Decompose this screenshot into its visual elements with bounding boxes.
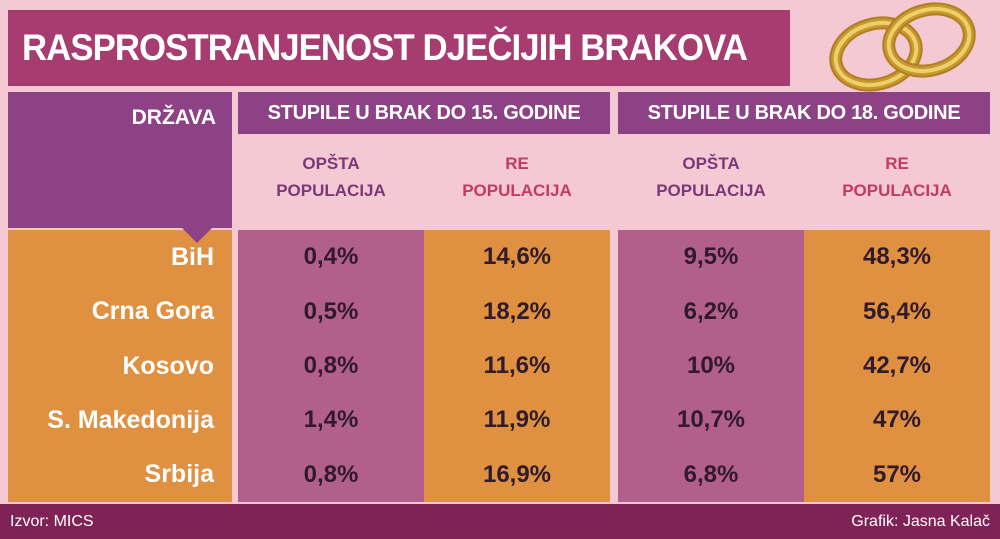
country-label: S. Makedonija (47, 405, 214, 434)
column-opsta-do-18: 9,5% 6,2% 10% 10,7% 6,8% (618, 230, 804, 502)
subheader-re-do-18: RE POPULACIJA (804, 150, 990, 204)
subheader-line: OPŠTA (302, 154, 360, 173)
subheader-opsta-do-15: OPŠTA POPULACIJA (238, 150, 424, 204)
group-header-do-15-label: STUPILE U BRAK DO 15. GODINE (267, 101, 581, 124)
table-cell: 0,8% (303, 352, 359, 380)
table-cell: 0,4% (303, 243, 359, 271)
credit-label: Grafik: Jasna Kalač (851, 512, 990, 530)
subheader-line: POPULACIJA (656, 181, 766, 200)
table-cell: 10,7% (676, 406, 746, 434)
table-cell: 0,5% (303, 297, 359, 325)
table-cell: 9,5% (683, 243, 739, 271)
table-cell: 10% (686, 352, 736, 380)
table-cell: 14,6% (482, 243, 552, 271)
footer-bar: Izvor: MICS Grafik: Jasna Kalač (0, 504, 1000, 539)
table-cell: 16,9% (482, 460, 552, 488)
table-cell: 56,4% (862, 297, 932, 325)
country-column: BiH Crna Gora Kosovo S. Makedonija Srbij… (8, 230, 232, 502)
table-cell: 11,6% (483, 352, 551, 380)
page-title: RASPROSTRANJENOST DJEČIJIH BRAKOVA (22, 27, 748, 68)
subheader-line: OPŠTA (682, 154, 740, 173)
subheader-line: RE (885, 154, 909, 173)
source-label: Izvor: MICS (10, 512, 94, 530)
subheader-re-do-15: RE POPULACIJA (424, 150, 610, 204)
table-cell: 57% (872, 460, 922, 488)
group-header-do-18: STUPILE U BRAK DO 18. GODINE (618, 92, 990, 134)
table-cell: 11,9% (483, 406, 551, 434)
table-cell: 0,8% (303, 460, 359, 488)
table-cell: 47% (872, 406, 922, 434)
country-label: Crna Gora (91, 297, 214, 326)
subheader-line: POPULACIJA (462, 181, 572, 200)
subheader-line: RE (505, 154, 529, 173)
subheader-line: POPULACIJA (276, 181, 386, 200)
subheader-opsta-do-18: OPŠTA POPULACIJA (618, 150, 804, 204)
column-opsta-do-15: 0,4% 0,5% 0,8% 1,4% 0,8% (238, 230, 424, 502)
wedding-rings-icon (829, 2, 976, 92)
column-re-do-15: 14,6% 18,2% 11,6% 11,9% 16,9% (424, 230, 610, 502)
country-header-label: DRŽAVA (131, 106, 216, 129)
title-bar: RASPROSTRANJENOST DJEČIJIH BRAKOVA (8, 10, 790, 86)
table-cell: 6,2% (683, 297, 739, 325)
country-pointer-triangle-icon (182, 228, 212, 243)
country-label: Kosovo (122, 351, 214, 380)
country-column-header: DRŽAVA (8, 92, 232, 228)
table-cell: 48,3% (862, 243, 932, 271)
table-cell: 18,2% (482, 297, 552, 325)
column-re-do-18: 48,3% 56,4% 42,7% 47% 57% (804, 230, 990, 502)
table-cell: 42,7% (862, 352, 932, 380)
country-label: Srbija (144, 460, 214, 489)
group-header-do-18-label: STUPILE U BRAK DO 18. GODINE (647, 101, 961, 124)
table-cell: 1,4% (303, 406, 359, 434)
subheader-line: POPULACIJA (842, 181, 952, 200)
country-label: BiH (170, 242, 214, 271)
table-cell: 6,8% (683, 460, 739, 488)
group-header-do-15: STUPILE U BRAK DO 15. GODINE (238, 92, 610, 134)
